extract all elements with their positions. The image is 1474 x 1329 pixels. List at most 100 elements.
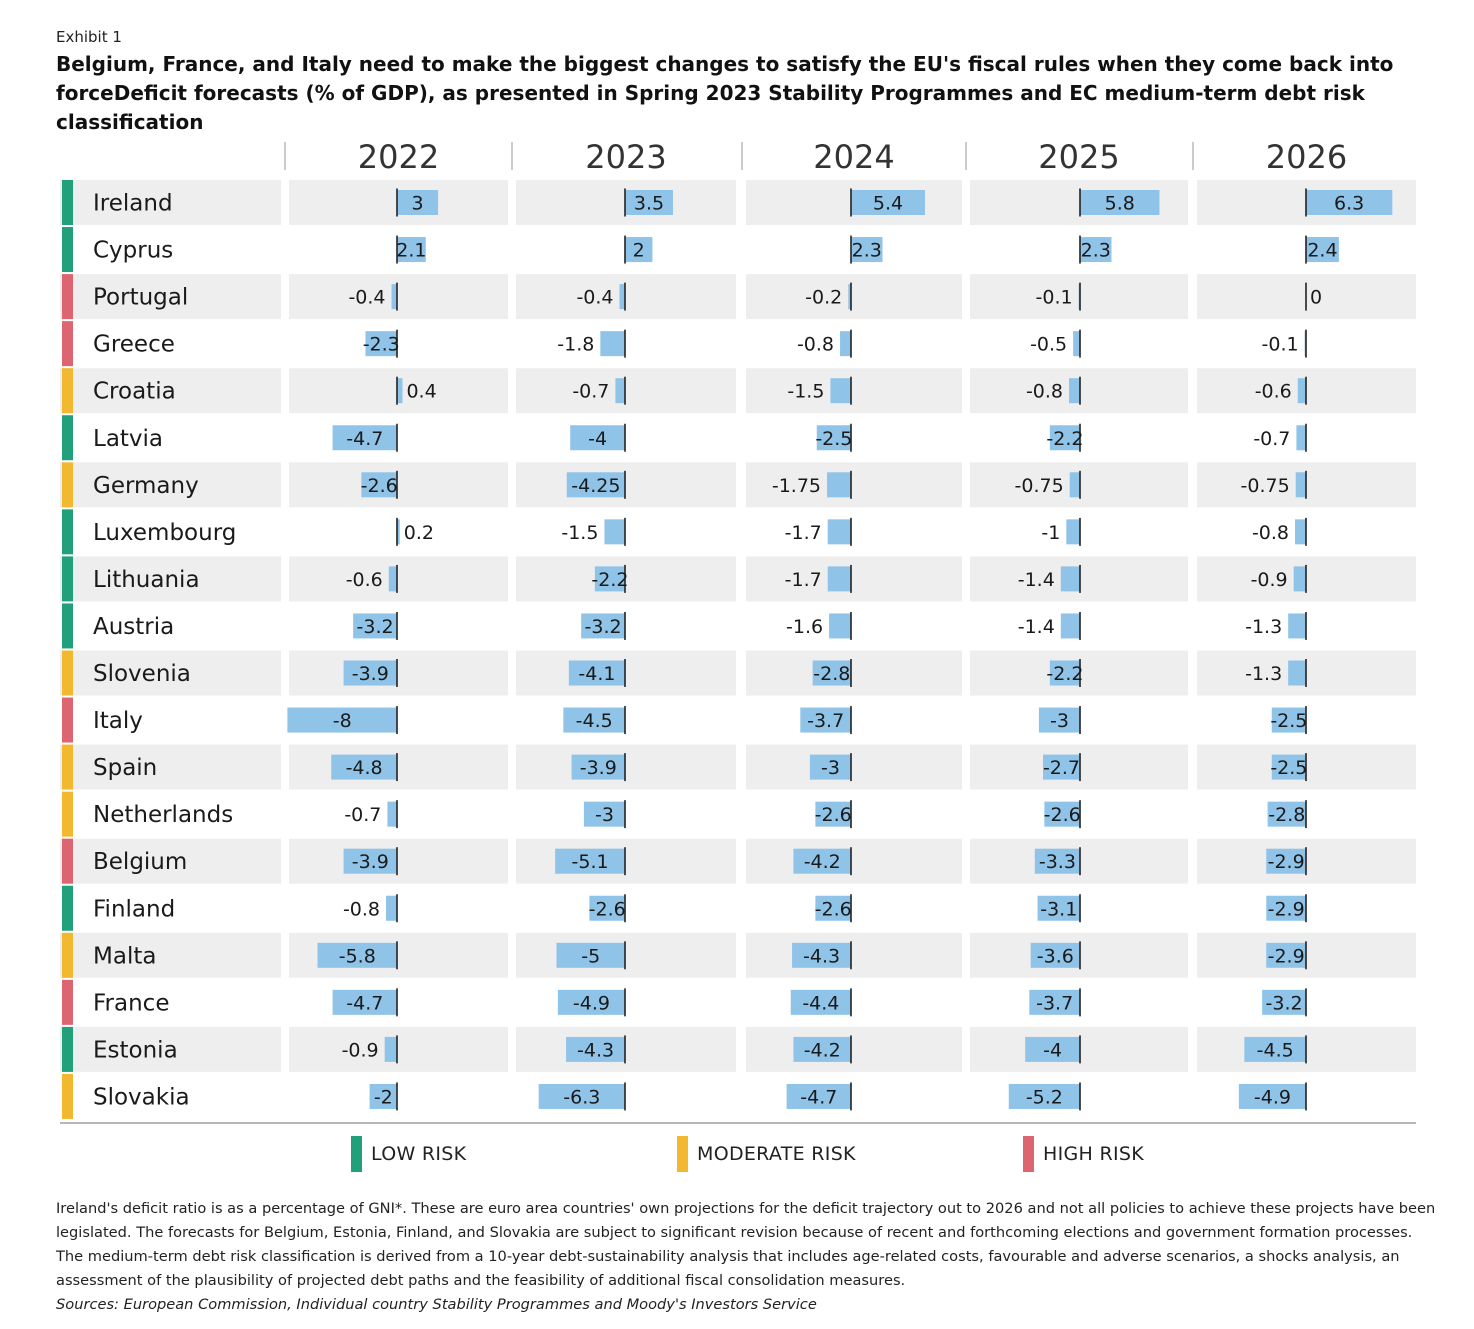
bar-latvia-2023 bbox=[570, 425, 625, 451]
legend-moderate-risk: MODERATE RISK bbox=[677, 1136, 856, 1172]
legend-low-risk-swatch bbox=[351, 1136, 362, 1172]
value-label-spain-2022: -4.8 bbox=[346, 757, 383, 779]
value-label-portugal-2024: -0.2 bbox=[805, 287, 842, 309]
value-label-austria-2023: -3.2 bbox=[585, 616, 622, 638]
risk-indicator-lithuania bbox=[62, 556, 73, 602]
legend-moderate-risk-swatch bbox=[677, 1136, 688, 1172]
value-label-slovenia-2024: -2.8 bbox=[813, 663, 850, 685]
row-band bbox=[516, 462, 736, 508]
row-band bbox=[746, 274, 962, 320]
country-label-france: France bbox=[93, 990, 169, 1016]
row-band bbox=[516, 1026, 736, 1072]
row-band bbox=[60, 650, 281, 696]
bar-luxembourg-2025 bbox=[1066, 519, 1080, 545]
bar-latvia-2022 bbox=[332, 425, 397, 451]
bar-estonia-2022 bbox=[384, 1036, 397, 1062]
legend-high-risk-swatch bbox=[1023, 1136, 1034, 1172]
bar-finland-2024 bbox=[815, 895, 851, 921]
row-band bbox=[746, 462, 962, 508]
bar-slovakia-2024 bbox=[786, 1083, 851, 1109]
value-label-croatia-2022: 0.4 bbox=[406, 381, 436, 403]
country-label-portugal: Portugal bbox=[93, 285, 188, 311]
bar-austria-2022 bbox=[353, 613, 397, 639]
value-label-greece-2026: -0.1 bbox=[1262, 334, 1299, 356]
country-label-ireland: Ireland bbox=[93, 191, 173, 217]
bar-austria-2024 bbox=[829, 613, 851, 639]
bar-malta-2022 bbox=[317, 942, 397, 968]
value-label-austria-2024: -1.6 bbox=[786, 616, 823, 638]
country-label-slovenia: Slovenia bbox=[93, 661, 191, 687]
bar-estonia-2026 bbox=[1244, 1036, 1306, 1062]
risk-indicator-austria bbox=[62, 603, 73, 649]
bar-finland-2023 bbox=[589, 895, 625, 921]
country-label-slovakia: Slovakia bbox=[93, 1084, 190, 1110]
row-band bbox=[516, 650, 736, 696]
value-label-netherlands-2023: -3 bbox=[595, 804, 614, 826]
bar-france-2024 bbox=[790, 989, 851, 1015]
row-band bbox=[289, 1026, 508, 1072]
chart-title: Belgium, France, and Italy need to make … bbox=[56, 52, 1394, 134]
value-label-netherlands-2022: -0.7 bbox=[344, 804, 381, 826]
bar-belgium-2024 bbox=[793, 848, 851, 874]
bar-italy-2026 bbox=[1271, 707, 1306, 733]
country-label-luxembourg: Luxembourg bbox=[93, 520, 236, 546]
row-band bbox=[289, 650, 508, 696]
legend-low-risk: LOW RISK bbox=[351, 1136, 466, 1172]
value-label-cyprus-2025: 2.3 bbox=[1081, 240, 1111, 262]
value-label-belgium-2024: -4.2 bbox=[804, 851, 841, 873]
row-band bbox=[516, 932, 736, 978]
value-label-lithuania-2024: -1.7 bbox=[785, 569, 822, 591]
bar-finland-2022 bbox=[386, 895, 397, 921]
risk-indicator-croatia bbox=[62, 368, 73, 414]
bar-italy-2023 bbox=[563, 707, 625, 733]
bar-netherlands-2024 bbox=[815, 801, 851, 827]
bar-cyprus-2024 bbox=[851, 237, 883, 263]
bar-estonia-2025 bbox=[1025, 1036, 1080, 1062]
row-band bbox=[289, 744, 508, 790]
bar-latvia-2025 bbox=[1049, 425, 1080, 451]
bar-slovenia-2023 bbox=[568, 660, 625, 686]
country-label-lithuania: Lithuania bbox=[93, 567, 200, 593]
value-label-croatia-2023: -0.7 bbox=[572, 381, 609, 403]
bar-germany-2025 bbox=[1069, 472, 1080, 498]
country-label-cyprus: Cyprus bbox=[93, 238, 173, 264]
value-label-cyprus-2023: 2 bbox=[633, 240, 645, 262]
row-band bbox=[516, 744, 736, 790]
risk-indicator-estonia bbox=[62, 1026, 73, 1072]
risk-indicator-slovakia bbox=[62, 1073, 73, 1119]
risk-indicator-slovenia bbox=[62, 650, 73, 696]
bar-greece-2022 bbox=[365, 331, 397, 357]
value-label-slovenia-2025: -2.2 bbox=[1046, 663, 1083, 685]
bar-luxembourg-2022 bbox=[397, 519, 400, 545]
bar-luxembourg-2026 bbox=[1295, 519, 1306, 545]
value-label-netherlands-2026: -2.8 bbox=[1268, 804, 1305, 826]
row-band bbox=[746, 744, 962, 790]
bar-ireland-2022 bbox=[397, 190, 439, 215]
legend-high-risk-label: HIGH RISK bbox=[1043, 1143, 1144, 1165]
bar-spain-2022 bbox=[331, 754, 397, 780]
bar-finland-2025 bbox=[1037, 895, 1080, 921]
risk-indicator-italy bbox=[62, 697, 73, 743]
value-label-latvia-2026: -0.7 bbox=[1253, 428, 1290, 450]
value-label-spain-2023: -3.9 bbox=[580, 757, 617, 779]
value-label-netherlands-2025: -2.6 bbox=[1044, 804, 1081, 826]
value-label-france-2026: -3.2 bbox=[1266, 992, 1303, 1014]
bar-slovakia-2025 bbox=[1008, 1083, 1080, 1109]
bar-greece-2025 bbox=[1073, 331, 1080, 357]
year-header-2023: 2023 bbox=[585, 138, 666, 176]
bar-slovakia-2022 bbox=[369, 1083, 397, 1109]
value-label-germany-2024: -1.75 bbox=[772, 475, 821, 497]
value-label-belgium-2025: -3.3 bbox=[1039, 851, 1076, 873]
bar-france-2023 bbox=[557, 989, 625, 1015]
value-label-italy-2025: -3 bbox=[1050, 710, 1069, 732]
row-band bbox=[746, 650, 962, 696]
value-label-cyprus-2022: 2.1 bbox=[396, 240, 426, 262]
country-label-germany: Germany bbox=[93, 473, 199, 499]
bar-austria-2023 bbox=[581, 613, 625, 639]
risk-indicator-finland bbox=[62, 885, 73, 931]
year-header-2022: 2022 bbox=[358, 138, 439, 176]
value-label-croatia-2025: -0.8 bbox=[1026, 381, 1063, 403]
bar-netherlands-2023 bbox=[583, 801, 625, 827]
bar-spain-2024 bbox=[809, 754, 851, 780]
bar-greece-2023 bbox=[600, 331, 625, 357]
